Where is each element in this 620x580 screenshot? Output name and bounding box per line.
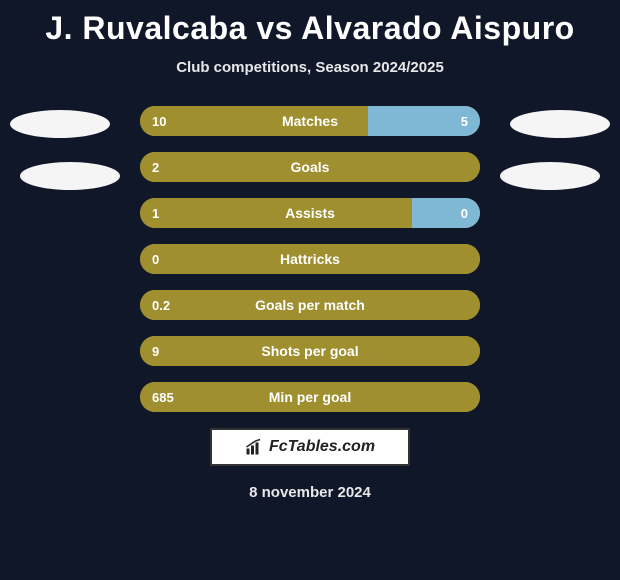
stat-value-right: 0 <box>461 198 468 228</box>
stat-row: 0Hattricks <box>140 244 480 274</box>
stat-row: 1Assists0 <box>140 198 480 228</box>
stat-label: Shots per goal <box>140 336 480 366</box>
page-title: J. Ruvalcaba vs Alvarado Aispuro <box>0 0 620 47</box>
chart-icon <box>245 438 263 456</box>
stat-label: Matches <box>140 106 480 136</box>
stat-row: 10Matches5 <box>140 106 480 136</box>
watermark: FcTables.com <box>210 428 410 466</box>
player-left-badge-2 <box>20 162 120 190</box>
stat-row: 685Min per goal <box>140 382 480 412</box>
stat-value-right: 5 <box>461 106 468 136</box>
watermark-text: FcTables.com <box>269 438 375 456</box>
stat-label: Goals per match <box>140 290 480 320</box>
date-text: 8 november 2024 <box>0 484 620 501</box>
player-right-badge-1 <box>510 110 610 138</box>
stat-bars: 10Matches52Goals1Assists00Hattricks0.2Go… <box>140 106 480 412</box>
player-right-badge-2 <box>500 162 600 190</box>
stat-label: Min per goal <box>140 382 480 412</box>
stats-area: 10Matches52Goals1Assists00Hattricks0.2Go… <box>0 106 620 412</box>
stat-row: 9Shots per goal <box>140 336 480 366</box>
player-left-badge-1 <box>10 110 110 138</box>
subtitle: Club competitions, Season 2024/2025 <box>0 59 620 76</box>
stat-row: 2Goals <box>140 152 480 182</box>
stat-label: Hattricks <box>140 244 480 274</box>
stat-label: Goals <box>140 152 480 182</box>
stat-label: Assists <box>140 198 480 228</box>
stat-row: 0.2Goals per match <box>140 290 480 320</box>
